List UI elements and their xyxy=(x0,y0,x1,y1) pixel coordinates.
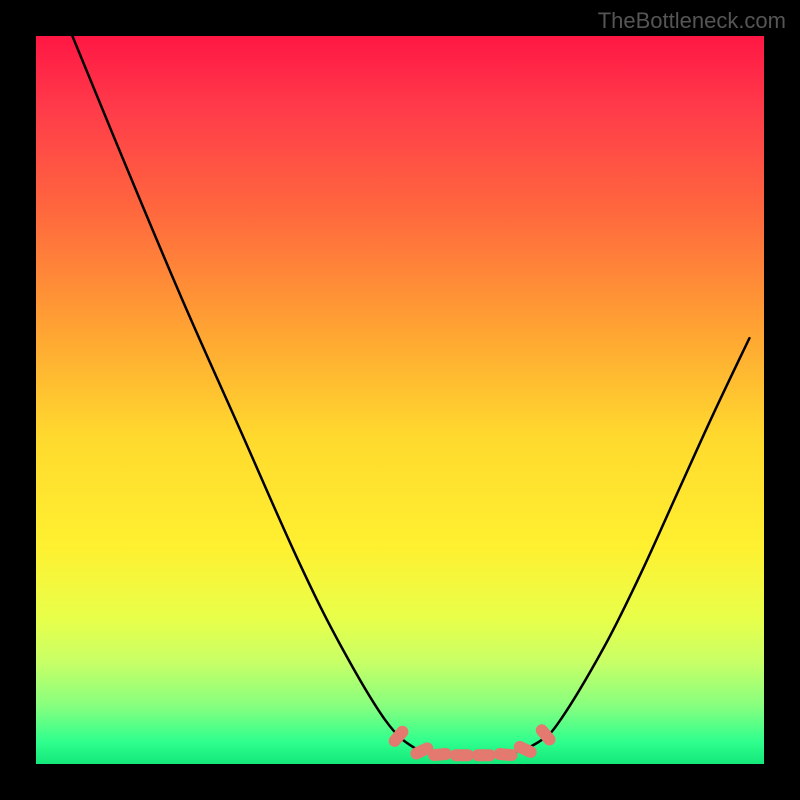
plot-area xyxy=(36,36,764,764)
watermark-text: TheBottleneck.com xyxy=(598,8,786,34)
marker-pill xyxy=(472,749,496,761)
curve-markers xyxy=(386,722,558,762)
marker-pill xyxy=(493,748,518,762)
bottleneck-curve xyxy=(36,36,764,764)
marker-pill xyxy=(450,749,474,761)
curve-line xyxy=(72,36,749,755)
